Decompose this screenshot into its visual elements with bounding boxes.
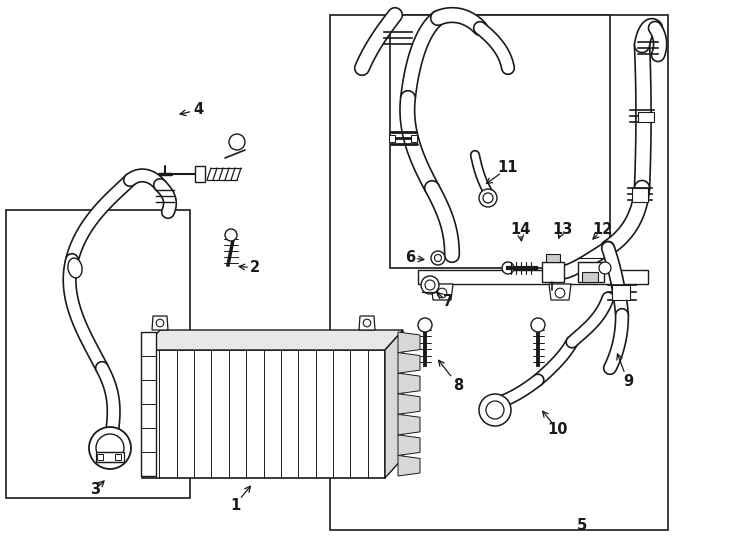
Bar <box>330 15 668 530</box>
Circle shape <box>229 134 245 150</box>
Polygon shape <box>141 332 156 476</box>
Circle shape <box>89 427 131 469</box>
Circle shape <box>431 251 445 265</box>
Ellipse shape <box>68 258 82 278</box>
Circle shape <box>555 288 564 298</box>
Polygon shape <box>398 332 420 353</box>
Text: 12: 12 <box>592 222 612 238</box>
Bar <box>546 254 560 262</box>
Text: 6: 6 <box>405 251 415 266</box>
Bar <box>542 262 564 282</box>
Circle shape <box>483 193 493 203</box>
Circle shape <box>156 319 164 327</box>
Circle shape <box>418 318 432 332</box>
Text: 2: 2 <box>250 260 260 275</box>
Text: 4: 4 <box>193 103 203 118</box>
Circle shape <box>531 318 545 332</box>
Text: 14: 14 <box>510 222 530 238</box>
Text: 1: 1 <box>230 497 240 512</box>
Text: 3: 3 <box>90 483 100 497</box>
Polygon shape <box>632 188 648 202</box>
Bar <box>115 454 121 460</box>
Circle shape <box>225 229 237 241</box>
Polygon shape <box>398 455 420 476</box>
Circle shape <box>425 280 435 290</box>
Text: 10: 10 <box>548 422 568 437</box>
Polygon shape <box>549 284 571 300</box>
Bar <box>578 262 604 282</box>
Text: 9: 9 <box>623 375 633 389</box>
Polygon shape <box>398 373 420 394</box>
Text: 8: 8 <box>453 377 463 393</box>
Text: 11: 11 <box>498 160 518 176</box>
Circle shape <box>437 288 447 298</box>
Polygon shape <box>398 394 420 414</box>
Circle shape <box>502 262 514 274</box>
Polygon shape <box>385 330 403 478</box>
Text: 7: 7 <box>443 294 453 309</box>
Polygon shape <box>638 112 654 122</box>
Bar <box>390 15 610 268</box>
Circle shape <box>363 319 371 327</box>
Bar <box>6 210 190 498</box>
Polygon shape <box>398 435 420 455</box>
Circle shape <box>435 254 441 261</box>
Polygon shape <box>359 316 375 330</box>
Circle shape <box>486 401 504 419</box>
Polygon shape <box>142 330 403 350</box>
Polygon shape <box>398 414 420 435</box>
Polygon shape <box>418 270 648 284</box>
Polygon shape <box>431 284 453 300</box>
Circle shape <box>479 189 497 207</box>
Polygon shape <box>195 166 205 182</box>
Polygon shape <box>152 316 168 330</box>
Circle shape <box>599 262 611 274</box>
Circle shape <box>479 394 511 426</box>
Bar <box>582 272 598 282</box>
Polygon shape <box>411 135 417 142</box>
Polygon shape <box>389 135 395 142</box>
Bar <box>96 452 124 462</box>
Circle shape <box>96 434 124 462</box>
Text: 5: 5 <box>577 518 587 534</box>
Text: 13: 13 <box>552 222 573 238</box>
Circle shape <box>421 276 439 294</box>
Polygon shape <box>398 353 420 373</box>
Bar <box>97 454 103 460</box>
Polygon shape <box>142 350 385 478</box>
Polygon shape <box>612 285 630 300</box>
